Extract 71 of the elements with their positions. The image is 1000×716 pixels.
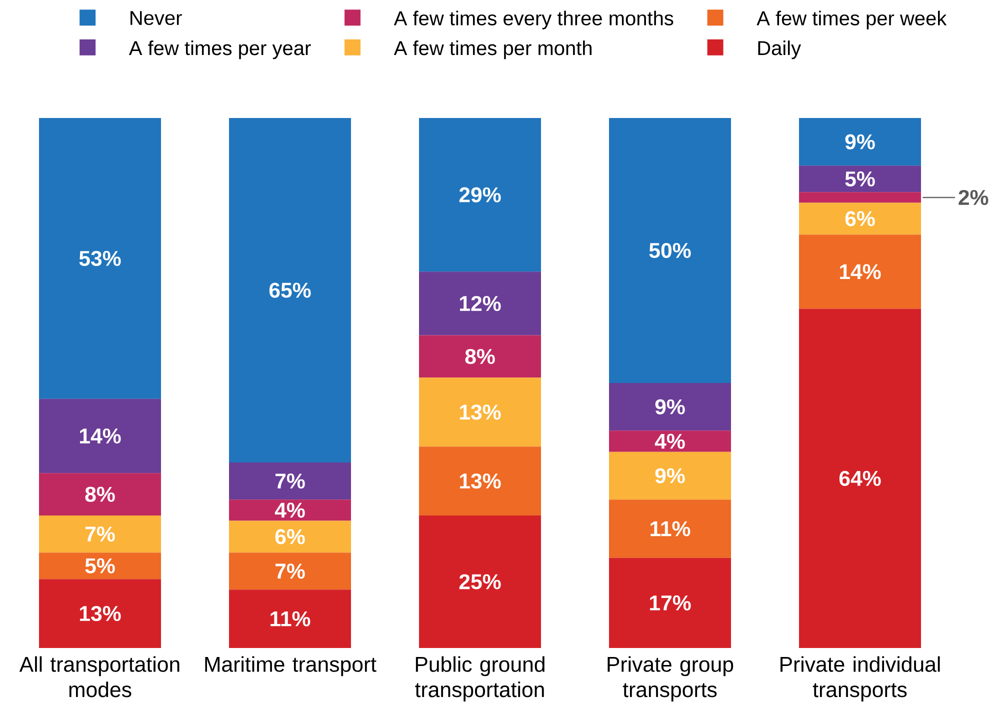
bar [419, 378, 542, 447]
bar [799, 166, 922, 192]
legend-label: A few times per month [394, 40, 592, 60]
bar [229, 118, 352, 462]
bar [419, 118, 542, 272]
bar [609, 382, 732, 431]
data-label: 14% [80, 428, 121, 444]
data-label: 17% [650, 595, 691, 610]
data-label: 11% [650, 521, 690, 536]
data-label: 65% [269, 282, 311, 298]
bar [609, 452, 732, 500]
data-label: 5% [845, 171, 875, 186]
data-label: 9% [655, 399, 685, 414]
bar [609, 558, 732, 648]
data-label: 6% [845, 211, 875, 226]
bar [39, 118, 162, 399]
bar [799, 234, 922, 309]
bar [419, 446, 542, 516]
bar [229, 520, 352, 553]
data-label: 50% [649, 242, 691, 258]
data-label: 64% [839, 470, 881, 486]
bar [419, 515, 542, 648]
x-tick-label: All transportation modes [19, 656, 180, 698]
data-label: 53% [79, 250, 121, 266]
bar [39, 473, 162, 516]
data-label: 2% [958, 190, 988, 206]
data-label: 4% [654, 434, 685, 449]
x-tick-label: Private individual transports [780, 656, 940, 702]
x-tick-label: Maritime transport [205, 656, 376, 676]
data-label: 7% [276, 564, 305, 579]
legend-label: A few times per week [756, 10, 947, 30]
bar [39, 579, 162, 648]
bar [229, 590, 352, 648]
bar [419, 272, 542, 336]
data-label: 8% [465, 348, 495, 364]
data-label: 13% [80, 606, 121, 622]
bar [799, 192, 922, 203]
legend-label: A few times per year [128, 40, 311, 60]
bar [39, 552, 162, 580]
legend-label: A few times every three months [394, 10, 674, 30]
bar [419, 335, 542, 378]
legend-label: Daily [758, 40, 802, 60]
bar [609, 430, 732, 452]
data-label: 12% [460, 296, 501, 312]
data-label: 14% [840, 264, 881, 280]
bar [799, 202, 922, 235]
data-label: 9% [655, 468, 685, 484]
bar [799, 308, 922, 648]
bar [609, 500, 732, 558]
data-label: 6% [275, 529, 305, 544]
bar [799, 118, 922, 166]
data-label: 13% [460, 473, 501, 489]
data-label: 7% [276, 474, 305, 489]
bar [609, 118, 732, 383]
legend-label: Never [130, 11, 182, 26]
data-label: 5% [85, 558, 115, 574]
data-label: 29% [459, 187, 501, 202]
data-label: 25% [459, 574, 501, 590]
bar [39, 398, 162, 474]
x-tick-label: Private group transports [608, 656, 734, 702]
data-label: 7% [86, 526, 115, 542]
data-label: 11% [270, 611, 310, 626]
data-label: 9% [845, 134, 875, 150]
bar [229, 462, 352, 500]
x-tick-label: Public ground transportation [415, 656, 544, 702]
data-label: 8% [85, 486, 115, 502]
bar [229, 552, 352, 590]
bar [229, 500, 352, 521]
data-label: 13% [460, 404, 501, 420]
data-label: 4% [274, 502, 305, 518]
bar [39, 515, 162, 553]
